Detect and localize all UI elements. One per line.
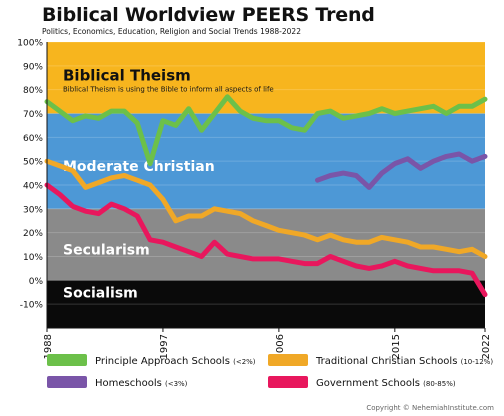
legend-swatch-1 xyxy=(268,354,308,366)
x-tick-label: 1997 xyxy=(159,334,170,359)
x-tick-label: 1988 xyxy=(43,334,54,359)
band-3 xyxy=(47,280,485,328)
y-tick-label: 60% xyxy=(23,134,43,144)
y-tick-label: 90% xyxy=(23,62,43,72)
legend-swatch-2 xyxy=(47,376,87,388)
legend-swatch-0 xyxy=(47,354,87,366)
legend-series-name: Principle Approach Schools xyxy=(95,356,233,367)
band-description-0: Biblical Theism is using the Bible to in… xyxy=(63,85,274,93)
x-tick-label: 2015 xyxy=(391,334,402,359)
legend-series-note: (<2%) xyxy=(233,358,256,366)
legend-series-name: Traditional Christian Schools xyxy=(315,356,461,367)
legend-swatch-3 xyxy=(268,376,308,388)
copyright-text: Copyright © NehemiahInstitute.com xyxy=(366,404,494,412)
legend-series-name: Homeschools xyxy=(95,378,165,389)
y-tick-label: 30% xyxy=(23,205,43,215)
series-line-1 xyxy=(44,158,488,259)
y-tick-label: 70% xyxy=(23,110,43,120)
legend-label-1: Traditional Christian Schools (10-12%) xyxy=(315,356,493,367)
y-tick-label: -10% xyxy=(20,301,44,311)
legend-series-note: (10-12%) xyxy=(461,358,494,366)
band-0 xyxy=(47,42,485,114)
x-tick-label: 2006 xyxy=(275,334,286,359)
band-label-2: Secularism xyxy=(63,242,150,258)
legend-series-note: (80-85%) xyxy=(423,380,456,388)
y-tick-label: 10% xyxy=(23,253,43,263)
y-tick-label: 40% xyxy=(23,182,43,192)
series-line-2 xyxy=(315,151,488,190)
chart-title: Biblical Worldview PEERS Trend xyxy=(42,4,375,26)
legend-series-name: Government Schools xyxy=(316,378,423,389)
x-tick-label: 2022 xyxy=(481,334,492,359)
series-line-3 xyxy=(44,182,488,298)
series-line-0 xyxy=(44,94,488,167)
y-tick-label: 50% xyxy=(23,158,43,168)
y-tick-label: 0% xyxy=(29,277,44,287)
band-label-1: Moderate Christian xyxy=(63,159,215,175)
y-tick-label: 80% xyxy=(23,86,43,96)
legend-label-0: Principle Approach Schools (<2%) xyxy=(95,356,256,367)
y-tick-label: 20% xyxy=(23,229,43,239)
legend-label-2: Homeschools (<3%) xyxy=(95,378,188,389)
chart-subtitle: Politics, Economics, Education, Religion… xyxy=(42,27,301,36)
y-tick-label: 100% xyxy=(17,39,43,49)
legend-series-note: (<3%) xyxy=(165,380,188,388)
legend-label-3: Government Schools (80-85%) xyxy=(316,378,456,389)
band-label-3: Socialism xyxy=(63,285,138,301)
band-label-0: Biblical Theism xyxy=(63,66,191,84)
